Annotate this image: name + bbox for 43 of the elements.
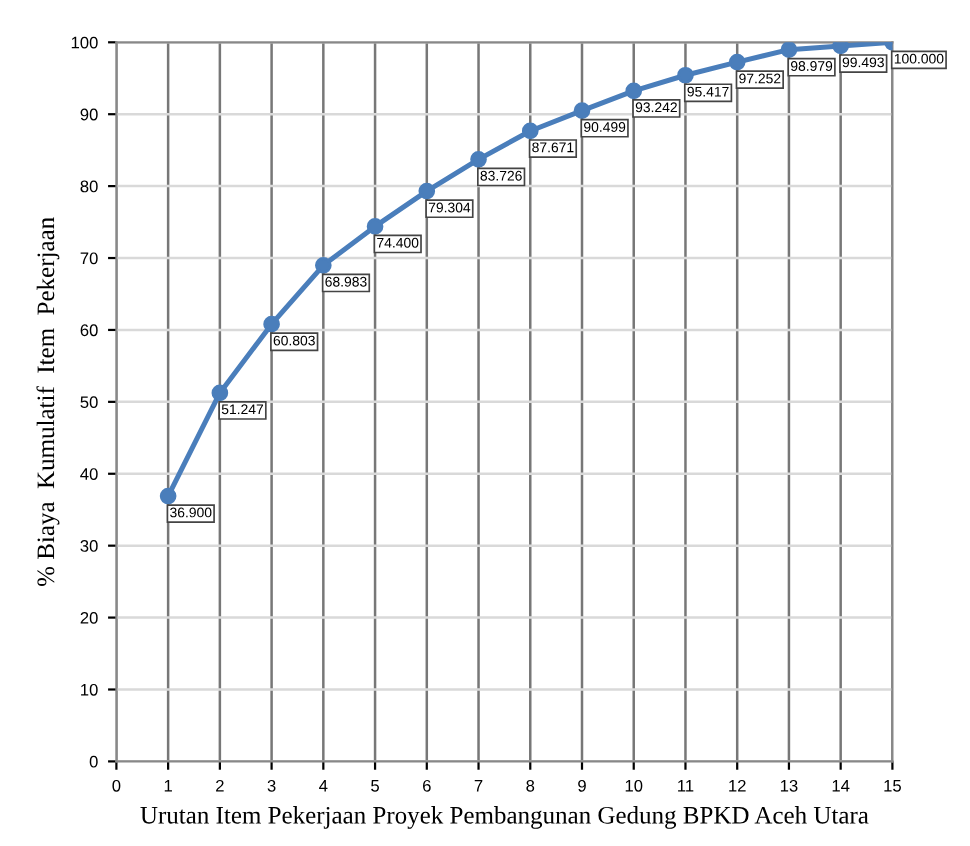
y-axis-title: % Biaya Kumulatif Item Pekerjaan — [36, 217, 60, 587]
x-tick-label: 1 — [164, 780, 172, 792]
x-tick-label: 8 — [526, 779, 535, 792]
y-tick-label: 90 — [80, 108, 98, 121]
x-axis-title: Urutan Item Pekerjaan Proyek Pembangunan Gedung BPKD Aceh Utara — [140, 806, 869, 829]
x-tick-label: 12 — [729, 779, 746, 792]
x-tick-label: 13 — [780, 779, 798, 792]
y-tick-label: 50 — [80, 396, 98, 409]
y-tick-label: 80 — [80, 180, 98, 193]
x-tick-label: 11 — [678, 780, 694, 792]
x-tick-label: 7 — [474, 780, 483, 792]
x-tick-label: 9 — [578, 779, 586, 792]
point — [728, 53, 746, 71]
y-tick-label: 70 — [80, 252, 98, 265]
point — [418, 182, 436, 200]
point — [470, 150, 487, 168]
x-tick-label: 5 — [371, 780, 379, 792]
x-tick-label: 15 — [884, 780, 901, 792]
point — [366, 218, 384, 235]
x-tick-label: 0 — [112, 779, 121, 792]
point — [521, 122, 539, 140]
y-tick-label: 100 — [71, 36, 98, 49]
point — [315, 257, 332, 274]
point — [780, 42, 798, 58]
point — [625, 82, 643, 100]
y-tick-label: 0 — [89, 755, 98, 768]
point — [832, 42, 849, 55]
x-tick-label: 3 — [267, 779, 276, 792]
x-tick-label: 6 — [423, 779, 431, 792]
x-tick-label: 10 — [625, 779, 643, 792]
x-tick-label: 2 — [216, 779, 224, 792]
point — [211, 384, 229, 402]
point — [159, 487, 177, 505]
y-tick-label: 10 — [81, 683, 98, 696]
x-tick-label: 4 — [319, 780, 328, 792]
y-tick-label: 20 — [80, 611, 98, 624]
y-tick-label: 30 — [80, 540, 98, 552]
point — [263, 315, 280, 333]
y-tick-label: 40 — [80, 468, 98, 480]
x-tick-label: 14 — [832, 780, 850, 792]
y-tick-label: 60 — [80, 324, 98, 337]
point — [677, 66, 694, 84]
point — [573, 102, 591, 119]
